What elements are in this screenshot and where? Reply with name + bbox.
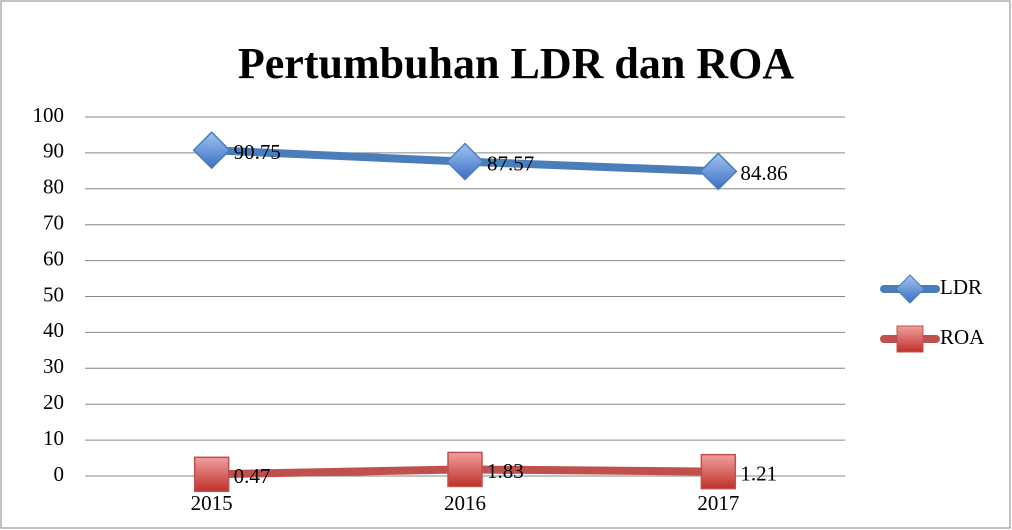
y-tick-label: 40 [43, 318, 64, 342]
marker [193, 456, 230, 493]
x-tick-label: 2015 [191, 491, 233, 515]
y-tick-label: 0 [54, 462, 65, 486]
marker [192, 131, 231, 170]
y-tick-label: 80 [43, 175, 64, 199]
legend-label: LDR [940, 275, 982, 299]
y-tick-label: 90 [43, 139, 64, 163]
y-tick-label: 100 [33, 103, 65, 127]
data-label: 0.47 [234, 464, 271, 488]
x-tick-label: 2016 [444, 491, 486, 515]
marker [445, 142, 485, 181]
y-tick-label: 10 [43, 426, 64, 450]
data-label: 90.75 [234, 140, 281, 164]
marker [699, 152, 738, 191]
y-tick-label: 20 [43, 390, 64, 414]
legend-label: ROA [940, 325, 985, 349]
data-label: 1.83 [487, 459, 524, 483]
data-label: 87.57 [487, 151, 534, 175]
y-tick-label: 30 [43, 354, 64, 378]
legend-marker [895, 274, 925, 304]
data-label: 84.86 [740, 161, 787, 185]
chart-title: Pertumbuhan LDR dan ROA [238, 39, 794, 88]
y-tick-label: 50 [43, 282, 64, 306]
legend-marker [896, 325, 924, 353]
y-tick-label: 70 [43, 211, 64, 235]
marker [700, 453, 737, 490]
y-tick-label: 60 [43, 246, 64, 270]
marker [447, 451, 483, 488]
x-tick-label: 2017 [697, 491, 739, 515]
data-label: 1.21 [740, 461, 777, 485]
